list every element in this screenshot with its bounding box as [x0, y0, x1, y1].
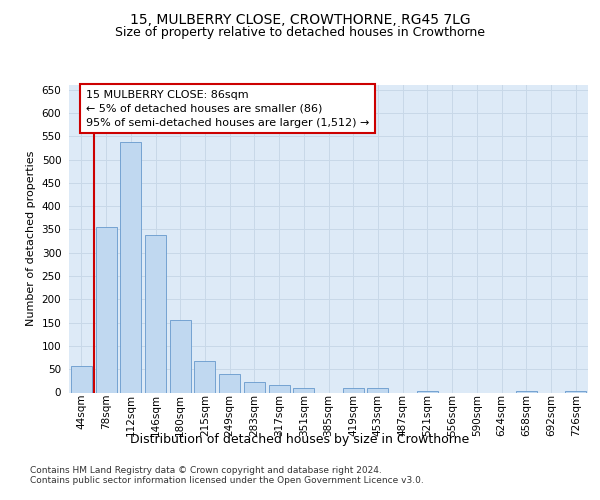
Text: Contains HM Land Registry data © Crown copyright and database right 2024.: Contains HM Land Registry data © Crown c… [30, 466, 382, 475]
Bar [219, 374, 240, 392]
Y-axis label: Number of detached properties: Number of detached properties [26, 151, 36, 326]
Text: Size of property relative to detached houses in Crowthorne: Size of property relative to detached ho… [115, 26, 485, 39]
Bar [417, 390, 438, 392]
Text: Distribution of detached houses by size in Crowthorne: Distribution of detached houses by size … [130, 432, 470, 446]
Bar [120, 142, 141, 392]
Text: 15 MULBERRY CLOSE: 86sqm
← 5% of detached houses are smaller (86)
95% of semi-de: 15 MULBERRY CLOSE: 86sqm ← 5% of detache… [86, 90, 369, 128]
Bar [170, 320, 191, 392]
Bar [269, 384, 290, 392]
Bar [71, 366, 92, 392]
Text: Contains public sector information licensed under the Open Government Licence v3: Contains public sector information licen… [30, 476, 424, 485]
Bar [194, 362, 215, 392]
Bar [95, 227, 116, 392]
Bar [244, 382, 265, 392]
Bar [145, 236, 166, 392]
Bar [293, 388, 314, 392]
Bar [565, 390, 586, 392]
Bar [516, 390, 537, 392]
Text: 15, MULBERRY CLOSE, CROWTHORNE, RG45 7LG: 15, MULBERRY CLOSE, CROWTHORNE, RG45 7LG [130, 12, 470, 26]
Bar [367, 388, 388, 392]
Bar [343, 388, 364, 392]
